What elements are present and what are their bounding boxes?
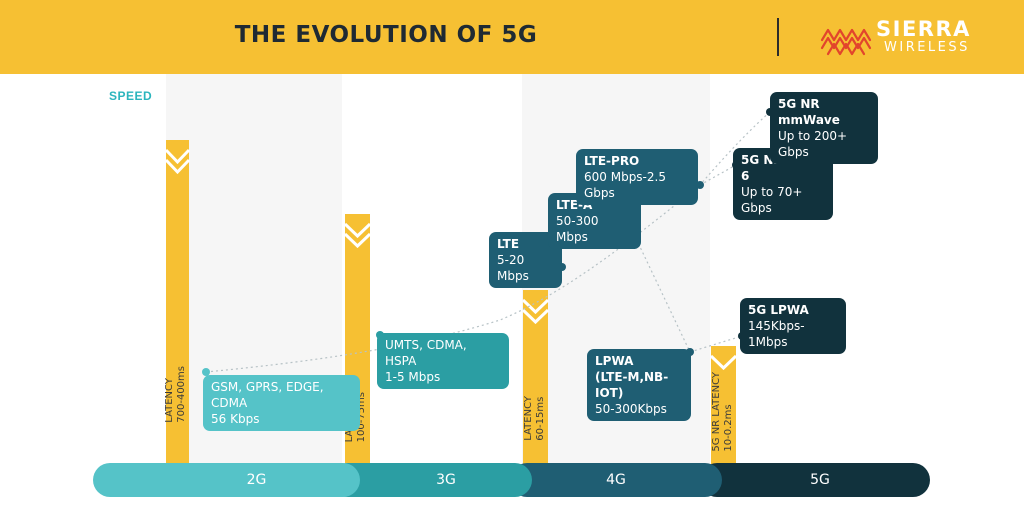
callout-detail: 600 Mbps-2.5 Gbps bbox=[584, 170, 666, 200]
latency-title: LATENCY bbox=[523, 396, 534, 441]
logo-wordmark-bottom: WIRELESS bbox=[884, 40, 970, 55]
chevron-down-icon bbox=[164, 158, 191, 175]
callout-detail: 50-300Kbps bbox=[595, 402, 667, 416]
header-divider bbox=[777, 18, 779, 56]
callout-title: LPWA bbox=[595, 354, 634, 368]
chevron-down-icon bbox=[521, 298, 550, 315]
callout-title: 5G NR mmWave bbox=[778, 97, 840, 127]
callout-detail: Up to 70+ Gbps bbox=[741, 185, 803, 215]
connector-nrsub6 bbox=[699, 164, 737, 186]
callout-detail: 1-5 Mbps bbox=[385, 370, 441, 384]
chevron-down-icon bbox=[521, 308, 550, 325]
generation-label: 3G bbox=[436, 472, 456, 488]
callout-subtitle: (LTE-M,NB-IOT) bbox=[595, 370, 669, 400]
speed-axis-label: SPEED bbox=[109, 89, 153, 103]
generation-label: 5G bbox=[810, 472, 830, 488]
latency-title: LATENCY bbox=[164, 378, 175, 423]
generation-3g: 3G bbox=[330, 463, 532, 497]
callout-detail: 5-20 Mbps bbox=[497, 253, 529, 283]
latency-value: 700-400ms bbox=[176, 366, 187, 423]
connector-lpwa-5g bbox=[689, 335, 743, 353]
latency-value: 60-15ms bbox=[535, 396, 546, 441]
callout-lpwa: LPWA (LTE-M,NB-IOT) 50-300Kbps bbox=[587, 349, 691, 421]
generation-label: 4G bbox=[606, 472, 626, 488]
callout-detail: 50-300 Mbps bbox=[556, 214, 599, 244]
callout-detail: Up to 200+ Gbps bbox=[778, 129, 848, 159]
chevron-down-icon bbox=[164, 148, 191, 165]
generation-label: 2G bbox=[246, 472, 267, 488]
logo-wordmark-top: SIERRA bbox=[876, 17, 971, 41]
callout-title: 5G LPWA bbox=[748, 303, 809, 317]
chevron-down-icon bbox=[709, 354, 738, 371]
generation-4g: 4G bbox=[510, 463, 722, 497]
sierra-wireless-logo-icon bbox=[820, 28, 872, 56]
callout-ltepro: LTE-PRO 600 Mbps-2.5 Gbps bbox=[576, 149, 698, 205]
generation-5g: 5G bbox=[700, 463, 930, 497]
page-title: THE EVOLUTION OF 5G bbox=[234, 22, 538, 48]
chevron-down-icon bbox=[343, 232, 372, 249]
callout-title: GSM, GPRS, EDGE, CDMA bbox=[211, 380, 324, 410]
latency-label-4g: LATENCY 60-15ms bbox=[523, 396, 547, 441]
generation-2g: 2G bbox=[93, 463, 360, 497]
latency-value: 10-0.2ms bbox=[723, 404, 734, 452]
header-banner: THE EVOLUTION OF 5G SIERRA WIRELESS bbox=[0, 0, 1024, 74]
latency-label-5g: 5G NR LATENCY 10-0.2ms bbox=[711, 372, 735, 452]
dot-ltepro bbox=[696, 181, 704, 189]
latency-bar-4g bbox=[523, 290, 548, 466]
latency-label-2g: LATENCY 700-400ms bbox=[164, 366, 188, 423]
speed-curve bbox=[205, 111, 771, 373]
latency-title: 5G NR LATENCY bbox=[711, 372, 722, 452]
callout-detail: 145Kbps-1Mbps bbox=[748, 319, 805, 349]
callout-title: LTE bbox=[497, 237, 520, 251]
callout-lte: LTE 5-20 Mbps bbox=[489, 232, 562, 288]
callout-gsm: GSM, GPRS, EDGE, CDMA 56 Kbps bbox=[203, 375, 360, 431]
callout-lpwa5g: 5G LPWA 145Kbps-1Mbps bbox=[740, 298, 846, 354]
dot-gsm bbox=[202, 368, 210, 376]
latency-bar-2g bbox=[166, 140, 189, 466]
connector-lpwa bbox=[631, 229, 691, 353]
callout-title: UMTS, CDMA, HSPA bbox=[385, 338, 467, 368]
callout-mmwave: 5G NR mmWave Up to 200+ Gbps bbox=[770, 92, 878, 164]
callout-umts: UMTS, CDMA, HSPA 1-5 Mbps bbox=[377, 333, 509, 389]
callout-title: LTE-PRO bbox=[584, 154, 640, 168]
chevron-down-icon bbox=[343, 222, 372, 239]
callout-detail: 56 Kbps bbox=[211, 412, 260, 426]
